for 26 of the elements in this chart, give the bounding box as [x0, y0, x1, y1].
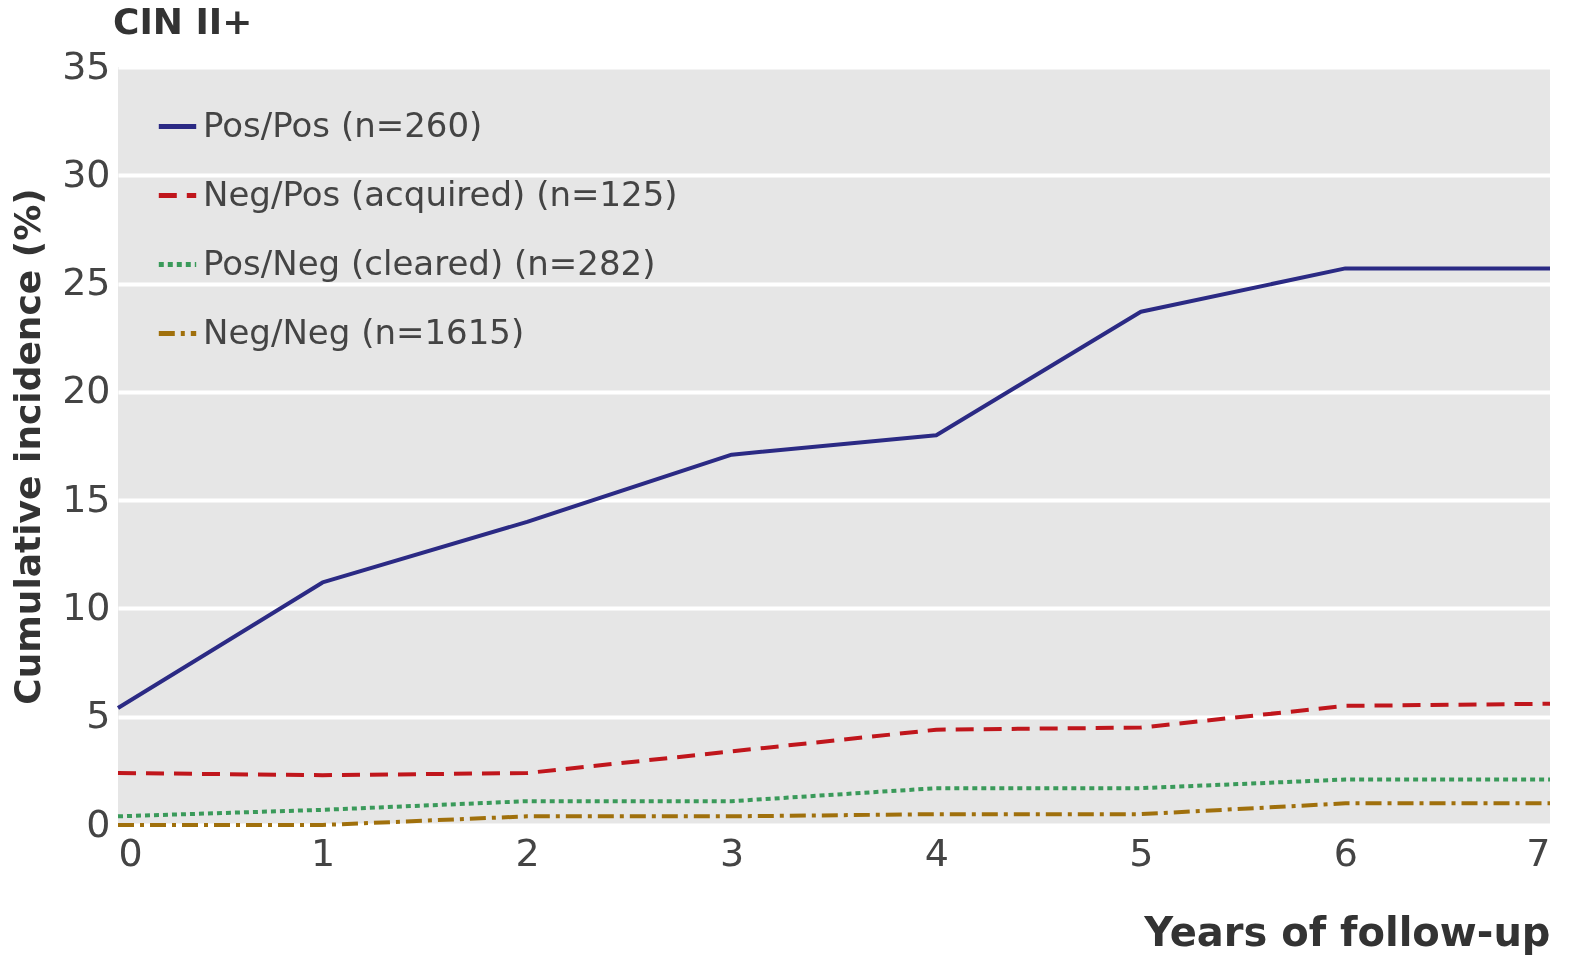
y-tick-label: 20 — [62, 368, 111, 413]
x-tick-label: 0 — [118, 830, 143, 875]
legend-label: Neg/Pos (acquired) (n=125) — [203, 173, 678, 214]
legend-label: Pos/Pos (n=260) — [203, 104, 483, 145]
x-tick-label: 4 — [924, 830, 949, 875]
line-series — [116, 701, 1552, 778]
x-tick-label: 7 — [1526, 830, 1551, 875]
y-axis-title: Cumulative incidence (%) — [7, 188, 49, 705]
y-tick-label: 10 — [62, 584, 111, 629]
chart-title: CIN II+ — [113, 1, 253, 42]
legend-label: Neg/Neg (n=1615) — [203, 311, 525, 352]
x-axis-title: Years of follow-up — [1143, 908, 1551, 955]
y-tick-label: 30 — [62, 151, 111, 196]
y-tick-label: 5 — [86, 693, 111, 738]
y-tick-label: 0 — [86, 801, 111, 846]
y-tick-label: 15 — [62, 476, 111, 521]
line-series — [116, 801, 1552, 827]
legend-label: Pos/Neg (cleared) (n=282) — [203, 242, 656, 283]
line-series — [116, 777, 1552, 819]
x-tick-label: 3 — [720, 830, 745, 875]
y-tick-label: 25 — [62, 260, 111, 305]
x-tick-label: 2 — [515, 830, 540, 875]
y-tick-label: 35 — [62, 43, 111, 88]
x-tick-label: 1 — [310, 830, 336, 875]
x-tick-label: 6 — [1333, 830, 1359, 875]
x-tick-label: 5 — [1129, 830, 1154, 875]
